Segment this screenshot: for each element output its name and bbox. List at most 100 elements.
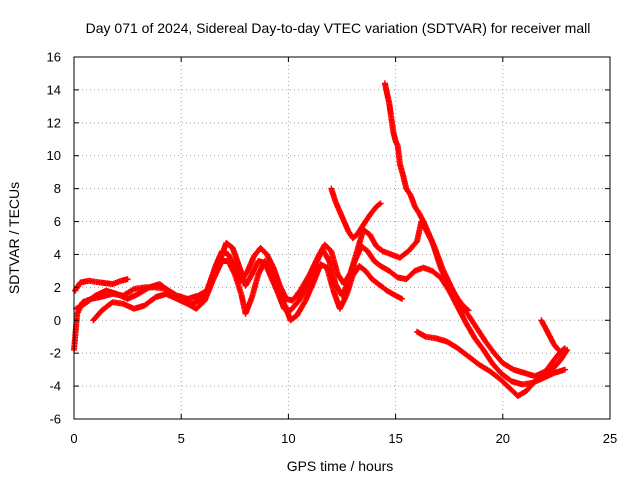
series-track-8 bbox=[538, 317, 562, 353]
data-point-segment bbox=[289, 287, 304, 304]
y-tick-label: 10 bbox=[47, 148, 61, 163]
data-point-segment bbox=[403, 268, 417, 283]
data-point-segment bbox=[274, 284, 287, 306]
data-point bbox=[399, 295, 406, 302]
y-tick-label: 16 bbox=[47, 50, 61, 65]
data-point-segment bbox=[448, 286, 460, 301]
data-point-segment bbox=[411, 203, 422, 215]
data-point-segment bbox=[497, 376, 512, 390]
data-point-segment bbox=[499, 360, 516, 372]
data-point-segment bbox=[394, 142, 403, 166]
data-point-segment bbox=[465, 353, 481, 367]
data-point-segment bbox=[465, 312, 480, 331]
data-point-segment bbox=[405, 239, 420, 255]
data-point-segment bbox=[386, 100, 395, 120]
data-point bbox=[465, 307, 472, 314]
grid-lines bbox=[74, 57, 610, 419]
x-tick-label: 10 bbox=[281, 431, 295, 446]
data-point-segment bbox=[141, 295, 158, 309]
data-point-segment bbox=[210, 259, 225, 283]
data-point-segment bbox=[476, 361, 492, 374]
tick-labels: 0 5 10 15 20 25 -6 -4 -2 0 2 4 6 8 10 12 14 16 bbox=[47, 50, 618, 447]
data-point-segment bbox=[324, 264, 336, 293]
data-point-segment bbox=[375, 281, 389, 293]
data-point-segment bbox=[521, 369, 537, 379]
data-point-segment bbox=[229, 244, 242, 268]
data-point-segment bbox=[366, 204, 379, 218]
y-tick-label: 0 bbox=[54, 313, 61, 328]
data-point-segment bbox=[343, 274, 356, 299]
data-point-segment bbox=[356, 263, 368, 274]
data-point-segment bbox=[396, 161, 406, 177]
data-point-segment bbox=[360, 213, 373, 228]
data-point-segment bbox=[369, 276, 381, 287]
chart-title: Day 071 of 2024, Sidereal Day-to-day VTE… bbox=[86, 20, 591, 36]
data-point-segment bbox=[497, 369, 514, 384]
plot-frame bbox=[73, 56, 611, 420]
data-point-segment bbox=[491, 350, 505, 365]
data-point-segment bbox=[444, 338, 460, 351]
data-point-segment bbox=[225, 251, 238, 270]
x-tick-label: 5 bbox=[178, 431, 185, 446]
data-point-segment bbox=[135, 285, 151, 297]
data-point-segment bbox=[281, 300, 293, 322]
data-point bbox=[561, 366, 568, 373]
data-point-segment bbox=[551, 349, 563, 363]
data-point-segment bbox=[328, 248, 341, 276]
data-point-segment bbox=[311, 262, 323, 284]
data-point-segment bbox=[349, 232, 359, 241]
data-point-segment bbox=[454, 304, 469, 326]
data-point-segment bbox=[71, 312, 81, 353]
data-point-segment bbox=[461, 304, 471, 313]
data-point-segment bbox=[264, 251, 276, 270]
data-point-segment bbox=[336, 293, 349, 312]
data-point-segment bbox=[242, 272, 255, 289]
data-point-segment bbox=[261, 258, 274, 273]
data-point-segment bbox=[326, 258, 339, 286]
series-track-1 bbox=[71, 218, 568, 380]
y-tick-label: 14 bbox=[47, 82, 61, 97]
x-tick-label: 25 bbox=[603, 431, 617, 446]
data-point-segment bbox=[201, 277, 216, 304]
data-point-segment bbox=[474, 325, 488, 344]
data-point-segment bbox=[321, 241, 334, 254]
data-point-segment bbox=[294, 298, 308, 319]
data-point bbox=[555, 346, 562, 353]
data-point-segment bbox=[81, 293, 98, 307]
data-point-segment bbox=[486, 368, 503, 382]
y-tick-label: -4 bbox=[49, 379, 61, 394]
x-tick-label: 0 bbox=[70, 431, 77, 446]
x-tick-label: 20 bbox=[496, 431, 510, 446]
data-point-segment bbox=[364, 248, 377, 263]
data-point-segment bbox=[429, 267, 443, 280]
data-point-segment bbox=[351, 244, 364, 264]
data-point-segment bbox=[354, 223, 366, 238]
y-axis-label: SDTVAR / TECUs bbox=[6, 182, 22, 294]
y-tick-label: 12 bbox=[47, 115, 61, 130]
series-track-7 bbox=[414, 328, 571, 399]
data-point-segment bbox=[223, 239, 235, 251]
data-point-segment bbox=[489, 360, 503, 375]
data-point-segment bbox=[244, 254, 257, 274]
data-point-segment bbox=[225, 258, 238, 276]
data-point-segment bbox=[396, 249, 411, 261]
data-point-segment bbox=[388, 114, 397, 135]
data-point-segment bbox=[358, 243, 370, 254]
data-point-segment bbox=[403, 185, 413, 197]
series-track-6 bbox=[381, 80, 472, 314]
data-point-segment bbox=[532, 372, 546, 385]
data-point-segment bbox=[547, 333, 557, 347]
data-point-segment bbox=[362, 267, 375, 281]
data-point-segment bbox=[371, 258, 383, 269]
data-point-segment bbox=[482, 338, 497, 355]
x-axis-label: GPS time / hours bbox=[287, 458, 394, 474]
y-tick-label: -2 bbox=[49, 346, 61, 361]
data-point-segment bbox=[302, 279, 317, 304]
data-point-segment bbox=[156, 281, 173, 295]
data-point-segment bbox=[471, 335, 486, 352]
data-point-segment bbox=[257, 244, 269, 257]
data-point-segment bbox=[193, 298, 207, 312]
data-point bbox=[564, 346, 571, 353]
data-point-segment bbox=[360, 226, 372, 237]
